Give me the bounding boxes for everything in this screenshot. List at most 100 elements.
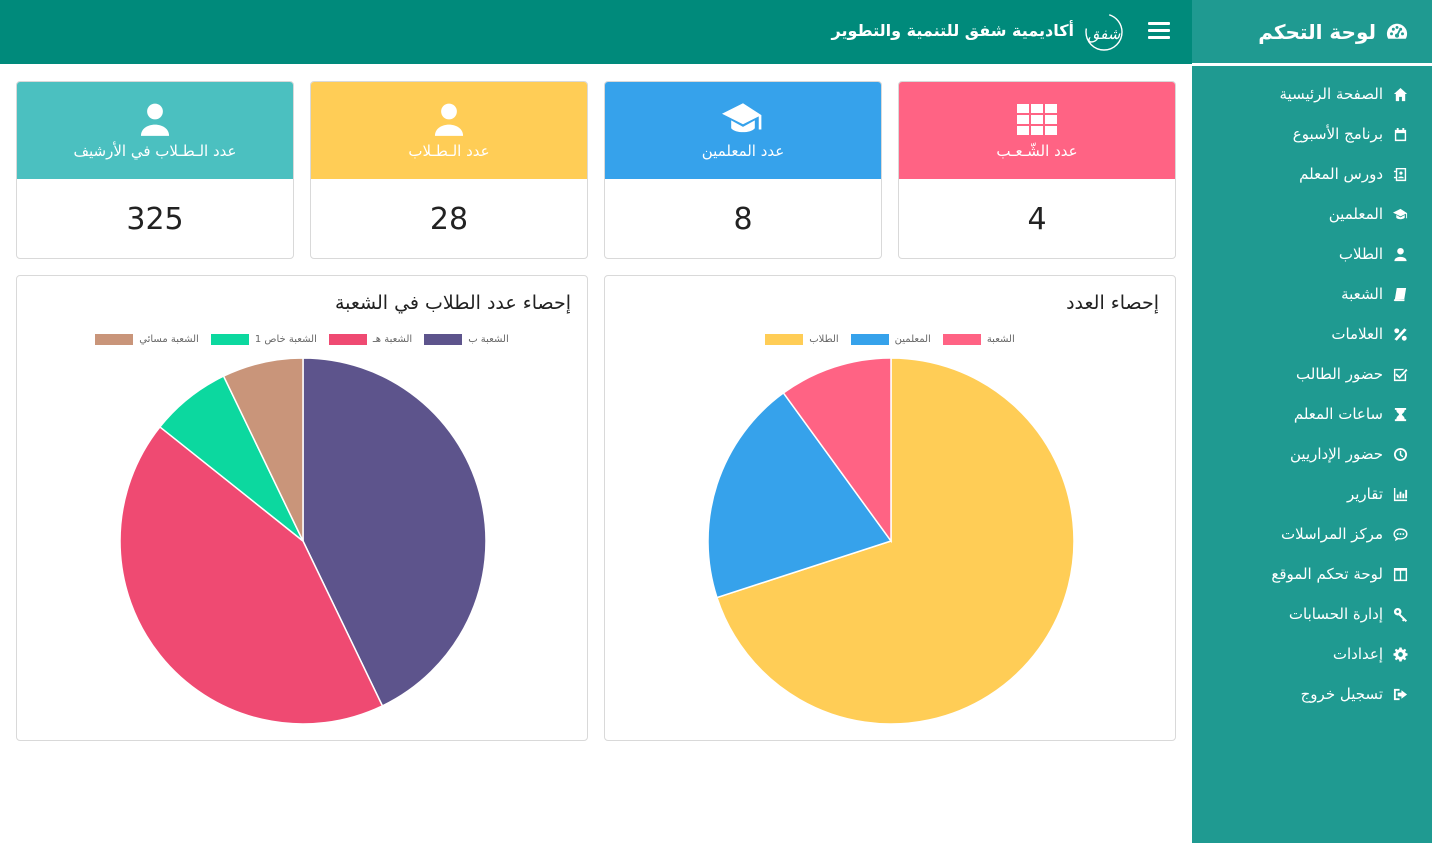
sidebar-item-label: برنامج الأسبوع [1292, 125, 1383, 143]
section-students-pie-chart [119, 357, 487, 725]
sidebar-item-4[interactable]: الطلاب [1192, 234, 1432, 274]
sidebar-item-2[interactable]: دورس المعلم [1192, 154, 1432, 194]
bar-chart-icon [1392, 486, 1408, 502]
legend-swatch [850, 334, 889, 345]
stat-card[interactable]: عدد الـطـلاب في الأرشيف 325 [16, 81, 294, 259]
dashboard-icon [1386, 23, 1408, 39]
graduation-cap-icon [1392, 206, 1408, 222]
legend-item[interactable]: الشعبة مسائي [95, 334, 199, 345]
stat-card-label: عدد الـطـلاب في الأرشيف [73, 142, 237, 160]
logo-text: شفق [1088, 25, 1121, 43]
user-icon [134, 100, 176, 138]
count-stats-legend: الشعبة المعلمين الطلاب [605, 334, 1175, 345]
sidebar: لوحة التحكم الصفحة الرئيسية برنامج الأسبو… [1192, 0, 1432, 843]
calendar-icon [1392, 126, 1408, 142]
sidebar-item-0[interactable]: الصفحة الرئيسية [1192, 74, 1432, 114]
pie-slice-3[interactable] [222, 357, 304, 542]
legend-swatch [424, 334, 463, 345]
stat-card-value: 8 [733, 201, 753, 237]
sidebar-item-label: تسجيل خروج [1300, 685, 1383, 703]
sidebar-item-label: ساعات المعلم [1293, 405, 1383, 423]
sidebar-item-label: حضور الطالب [1296, 365, 1383, 383]
sidebar-item-label: حضور الإداريين [1290, 445, 1383, 463]
pie-slice-0[interactable] [302, 357, 487, 707]
stat-card-header: عدد المعلمين [605, 82, 881, 179]
legend-label: الشعبة مسائي [139, 334, 199, 345]
sidebar-item-6[interactable]: العلامات [1192, 314, 1432, 354]
percent-icon [1392, 326, 1408, 342]
stat-card-label: عدد الـطـلاب [408, 142, 490, 160]
stat-card[interactable]: عدد المعلمين 8 [604, 81, 882, 259]
pie-slice-2[interactable] [782, 357, 892, 544]
stat-card-value: 325 [126, 201, 184, 237]
sidebar-item-label: دورس المعلم [1299, 165, 1383, 183]
sidebar-item-10[interactable]: تقارير [1192, 474, 1432, 514]
sidebar-title: لوحة التحكم [1258, 19, 1376, 44]
clock-icon [1392, 446, 1408, 462]
sidebar-item-14[interactable]: إعدادات [1192, 634, 1432, 674]
legend-item[interactable]: الشعبة خاص 1 [210, 334, 317, 345]
stat-card[interactable]: عدد الشّـعـب 4 [898, 81, 1176, 259]
comment-icon [1392, 526, 1408, 542]
legend-item[interactable]: الشعبة ب [424, 334, 509, 345]
section-students-legend: الشعبة ب الشعبة هـ الشعبة خاص 1 الشعبة مسائ… [17, 334, 587, 345]
sidebar-item-11[interactable]: مركز المراسلات [1192, 514, 1432, 554]
brand-name[interactable]: أكاديمية شفق للتنمية والتطوير [831, 21, 1074, 40]
legend-item[interactable]: المعلمين [850, 334, 931, 345]
section-students-title: إحصاء عدد الطلاب في الشعبة [334, 292, 571, 314]
sidebar-item-15[interactable]: تسجيل خروج [1192, 674, 1432, 714]
pie-slice-0[interactable] [716, 357, 1075, 725]
section-students-panel: إحصاء عدد الطلاب في الشعبة الشعبة ب الشعب… [16, 275, 588, 741]
home-icon [1392, 86, 1408, 102]
count-stats-panel: إحصاء العدد الشعبة المعلمين الطلاب [604, 275, 1176, 741]
contact-book-icon [1392, 166, 1408, 182]
stat-card-label: عدد الشّـعـب [996, 142, 1078, 160]
stat-card-header: عدد الـطـلاب [311, 82, 587, 179]
sidebar-item-3[interactable]: المعلمين [1192, 194, 1432, 234]
academy-logo-icon: شفق [1085, 13, 1123, 51]
sidebar-item-label: مركز المراسلات [1281, 525, 1383, 543]
legend-swatch [328, 334, 367, 345]
sidebar-header[interactable]: لوحة التحكم [1192, 0, 1432, 66]
sidebar-item-label: الصفحة الرئيسية [1279, 85, 1384, 103]
legend-label: الشعبة هـ [372, 334, 413, 345]
sidebar-item-7[interactable]: حضور الطالب [1192, 354, 1432, 394]
legend-swatch [942, 334, 981, 345]
sidebar-item-label: إدارة الحسابات [1288, 605, 1383, 623]
grid-icon [1016, 100, 1058, 138]
gear-icon [1392, 646, 1408, 662]
pie-slice-1[interactable] [119, 425, 384, 725]
pie-slice-1[interactable] [707, 391, 893, 599]
sidebar-item-label: الشعبة [1341, 285, 1383, 303]
legend-item[interactable]: الشعبة [942, 334, 1015, 345]
stat-card-header: عدد الـطـلاب في الأرشيف [17, 82, 293, 179]
stat-card-value: 4 [1027, 201, 1047, 237]
user-icon [1392, 246, 1408, 262]
legend-label: الطلاب [809, 334, 839, 345]
legend-item[interactable]: الشعبة هـ [328, 334, 413, 345]
sidebar-item-1[interactable]: برنامج الأسبوع [1192, 114, 1432, 154]
menu-toggle-icon[interactable] [1148, 20, 1172, 42]
sidebar-item-label: إعدادات [1332, 645, 1383, 663]
hourglass-icon [1392, 406, 1408, 422]
legend-label: الشعبة خاص 1 [254, 334, 317, 345]
sidebar-item-9[interactable]: حضور الإداريين [1192, 434, 1432, 474]
columns-icon [1392, 566, 1408, 582]
stat-card-value: 28 [429, 201, 469, 237]
sidebar-item-5[interactable]: الشعبة [1192, 274, 1432, 314]
sidebar-item-12[interactable]: لوحة تحكم الموقع [1192, 554, 1432, 594]
count-stats-title: إحصاء العدد [1066, 292, 1159, 314]
stat-card-label: عدد المعلمين [701, 142, 785, 160]
legend-item[interactable]: الطلاب [765, 334, 839, 345]
stat-card[interactable]: عدد الـطـلاب 28 [310, 81, 588, 259]
sidebar-item-label: المعلمين [1328, 205, 1383, 223]
legend-label: المعلمين [894, 334, 931, 345]
sidebar-item-label: تقارير [1346, 485, 1383, 503]
sidebar-item-13[interactable]: إدارة الحسابات [1192, 594, 1432, 634]
sidebar-item-8[interactable]: ساعات المعلم [1192, 394, 1432, 434]
stat-card-header: عدد الشّـعـب [899, 82, 1175, 179]
sign-out-icon [1392, 686, 1408, 702]
legend-label: الشعبة ب [468, 334, 509, 345]
key-icon [1392, 606, 1408, 622]
top-bar: شفق أكاديمية شفق للتنمية والتطوير [0, 0, 1192, 64]
